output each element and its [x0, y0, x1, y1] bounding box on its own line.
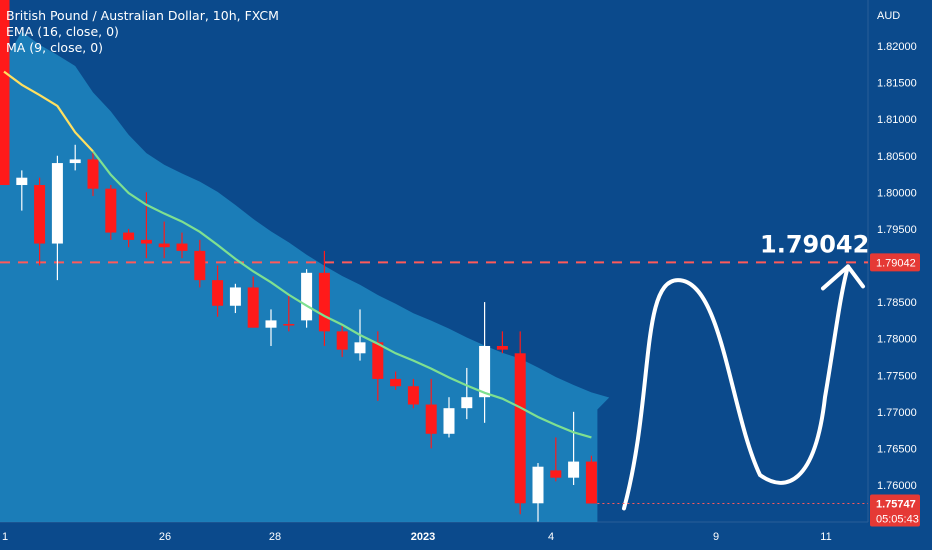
ema-line-segment [3, 70, 94, 153]
y-tick-label: 1.80000 [877, 187, 917, 199]
target-price-label: 1.79042 [760, 230, 869, 258]
candle-body [105, 188, 117, 233]
currency-label: AUD [877, 10, 900, 22]
projection-curve [622, 264, 850, 511]
y-tick-label: 1.80500 [877, 151, 917, 163]
time-axis: 1 26 28 2023 4 9 11 [2, 531, 832, 543]
candle-body [87, 159, 99, 189]
candle-body [212, 280, 224, 306]
x-tick-label: 9 [713, 531, 719, 543]
candle-body [443, 408, 455, 434]
y-tick-label: 1.77500 [877, 370, 917, 382]
y-tick-label: 1.77000 [877, 407, 917, 419]
x-tick-label: 4 [548, 531, 554, 543]
candle-body [140, 239, 152, 244]
bar-countdown-text: 05:05:43 [876, 514, 919, 526]
target-price-badge-text: 1.79042 [876, 257, 916, 269]
ema-indicator-label[interactable]: EMA (16, close, 0) [6, 24, 119, 39]
candle-body [194, 250, 206, 281]
candle-body [283, 324, 295, 326]
candle-body [550, 470, 562, 478]
x-tick-label: 28 [269, 531, 281, 543]
y-tick-label: 1.82000 [877, 41, 917, 53]
candle-body [34, 185, 46, 244]
candle-body [247, 287, 259, 328]
candlesticks [0, 0, 597, 522]
x-tick-label: 11 [820, 531, 831, 543]
candle-body [265, 320, 277, 328]
last-price-badge [870, 494, 920, 527]
y-tick-label: 1.81000 [877, 114, 917, 126]
y-tick-label: 1.78000 [877, 334, 917, 346]
ma-indicator-label[interactable]: MA (9, close, 0) [6, 40, 104, 55]
y-tick-label: 1.79500 [877, 224, 917, 236]
projection-path: 1.79042 [622, 230, 869, 511]
ema-line [3, 70, 592, 439]
y-tick-label: 1.76000 [877, 480, 917, 492]
candle-body [407, 386, 419, 405]
candle-body [532, 466, 544, 504]
candle-body [354, 342, 366, 354]
candle-body [568, 461, 580, 478]
candle-body [0, 0, 10, 186]
candle-body [336, 331, 348, 350]
x-tick-label: 2023 [411, 531, 435, 543]
y-tick-label: 1.78500 [877, 297, 917, 309]
candle-body [585, 461, 597, 504]
projection-arrowhead [821, 264, 865, 291]
candle-body [301, 272, 313, 321]
chart-legend: British Pound / Australian Dollar, 10h, … [6, 8, 279, 56]
x-tick-label: 26 [159, 531, 171, 543]
candle-body [123, 232, 135, 240]
target-price-badge [870, 253, 920, 272]
candle-body [51, 163, 63, 244]
x-tick-label: 1 [2, 531, 8, 543]
candle-body [461, 397, 473, 409]
y-tick-label: 1.76500 [877, 443, 917, 455]
candle-body [390, 378, 402, 387]
candle-body [479, 345, 491, 398]
candle-body [318, 272, 330, 332]
y-tick-label: 1.81500 [877, 78, 917, 90]
candle-body [16, 177, 28, 186]
candle-body [514, 353, 526, 504]
symbol-title: British Pound / Australian Dollar, 10h, … [6, 8, 279, 23]
candle-body [425, 404, 437, 434]
candle-body [158, 243, 170, 248]
last-price-text: 1.75747 [876, 499, 916, 511]
ma-line-segment [92, 150, 592, 439]
candle-body [372, 342, 384, 379]
candle-body [69, 159, 81, 164]
price-axis: AUD 1.82000 1.81500 1.81000 1.80500 1.80000 1.… [597, 10, 920, 527]
candle-body [229, 287, 241, 306]
candle-body [176, 243, 188, 251]
candle-body [496, 345, 508, 350]
